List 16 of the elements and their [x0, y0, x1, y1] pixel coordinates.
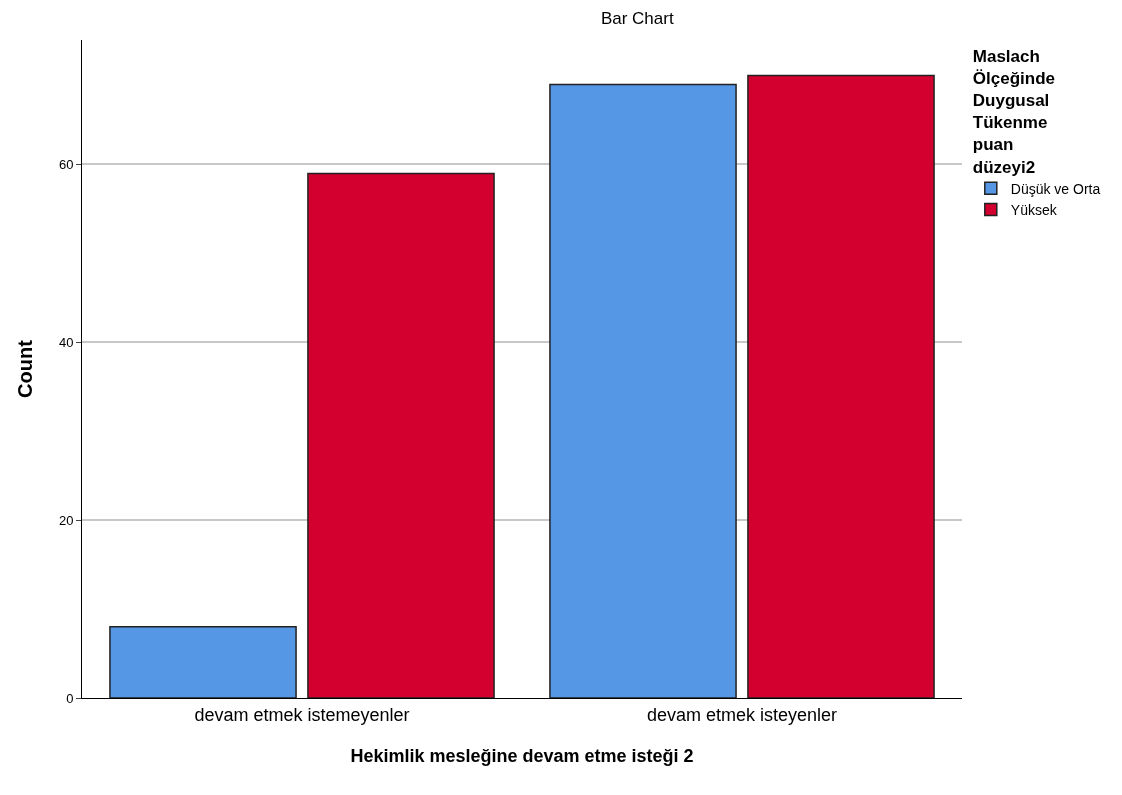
legend-label: Yüksek	[1010, 201, 1058, 218]
x-tick-label: devam etmek istemeyenler	[194, 704, 410, 725]
x-tick-label: devam etmek isteyenler	[646, 704, 838, 725]
bar	[747, 74, 935, 698]
chart-title: Bar Chart	[600, 8, 674, 28]
bar	[549, 83, 737, 698]
y-tick-label: 0	[66, 690, 74, 706]
bar	[307, 172, 495, 698]
y-axis-title: Count	[14, 339, 36, 398]
bar	[109, 626, 297, 698]
x-axis-title: Hekimlik mesleğine devam etme isteği 2	[350, 745, 694, 766]
y-tick-label: 60	[58, 157, 74, 173]
y-tick-label: 40	[58, 334, 74, 350]
legend-label: Düşük ve Orta	[1010, 180, 1101, 197]
y-tick-label: 20	[58, 512, 74, 528]
legend-title: Maslach Ölçeğinde Duygusal Tükenme puan düzeyi2	[972, 47, 1055, 177]
